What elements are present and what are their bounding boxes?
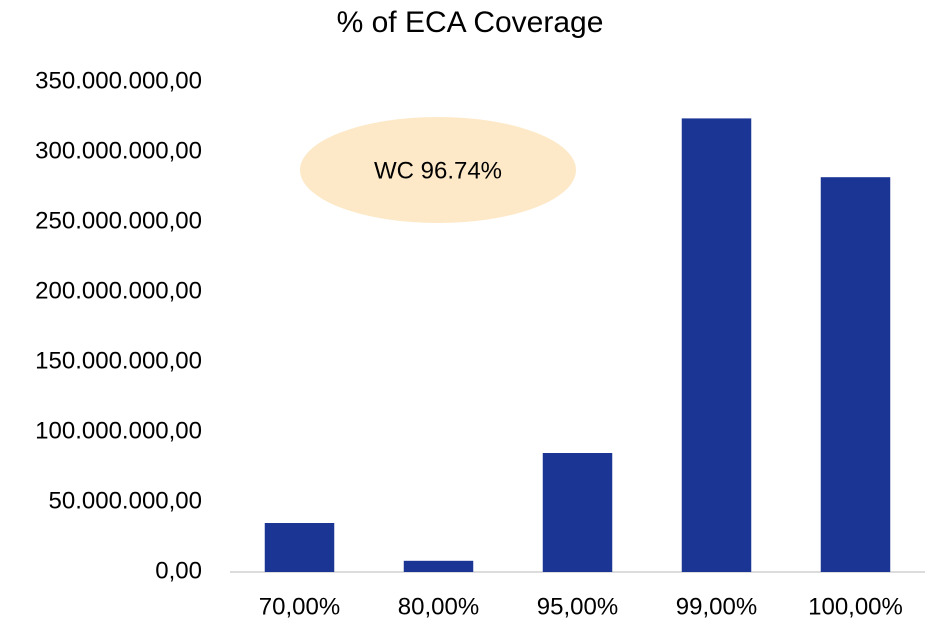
bar xyxy=(264,523,335,572)
bar xyxy=(681,118,752,573)
x-tick-label: 95,00% xyxy=(537,593,618,620)
y-tick-label: 150.000.000,00 xyxy=(35,347,202,374)
y-tick-label: 200.000.000,00 xyxy=(35,277,202,304)
y-tick-label: 0,00 xyxy=(155,557,202,584)
bar xyxy=(542,453,613,572)
y-tick-label: 250.000.000,00 xyxy=(35,207,202,234)
y-tick-label: 100.000.000,00 xyxy=(35,417,202,444)
y-tick-label: 50.000.000,00 xyxy=(49,487,202,514)
x-tick-label: 99,00% xyxy=(676,593,757,620)
x-tick-label: 80,00% xyxy=(398,593,479,620)
y-tick-label: 350.000.000,00 xyxy=(35,67,202,94)
x-tick-label: 70,00% xyxy=(259,593,340,620)
bar xyxy=(820,177,891,572)
y-tick-label: 300.000.000,00 xyxy=(35,137,202,164)
bar xyxy=(403,560,474,572)
annotation: WC 96.74% xyxy=(374,157,502,184)
chart-title: % of ECA Coverage xyxy=(337,6,604,39)
annotation-bubble xyxy=(300,117,576,223)
x-tick-label: 100,00% xyxy=(808,593,903,620)
